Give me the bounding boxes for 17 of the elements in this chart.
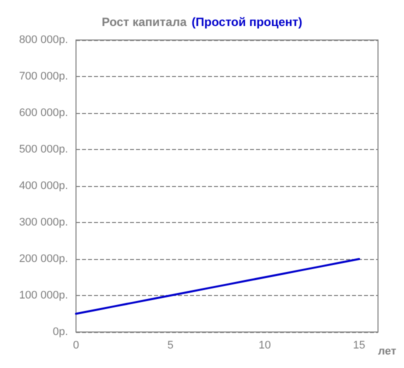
y-tick-label: 300 000р.: [19, 216, 68, 228]
x-tick-label: 15: [353, 340, 366, 352]
x-tick-label: 10: [258, 340, 271, 352]
y-tick-label: 100 000р.: [19, 290, 68, 302]
x-axis-title: лет: [378, 346, 397, 358]
y-tick-label: 800 000р.: [19, 34, 68, 46]
y-tick-label: 600 000р.: [19, 107, 68, 119]
x-tick-label: 0: [72, 340, 80, 352]
chart-title: Рост капитала: [102, 15, 187, 29]
y-tick-label: 700 000р.: [19, 70, 68, 82]
line-series: [75, 258, 360, 315]
y-tick-label: 400 000р.: [19, 180, 68, 192]
x-tick-label: 5: [167, 340, 174, 352]
y-tick-label: 200 000р.: [19, 253, 68, 265]
chart-subtitle: (Простой процент): [192, 15, 302, 29]
y-tick-label: 500 000р.: [19, 144, 68, 156]
y-tick-label: 0р.: [52, 326, 68, 338]
